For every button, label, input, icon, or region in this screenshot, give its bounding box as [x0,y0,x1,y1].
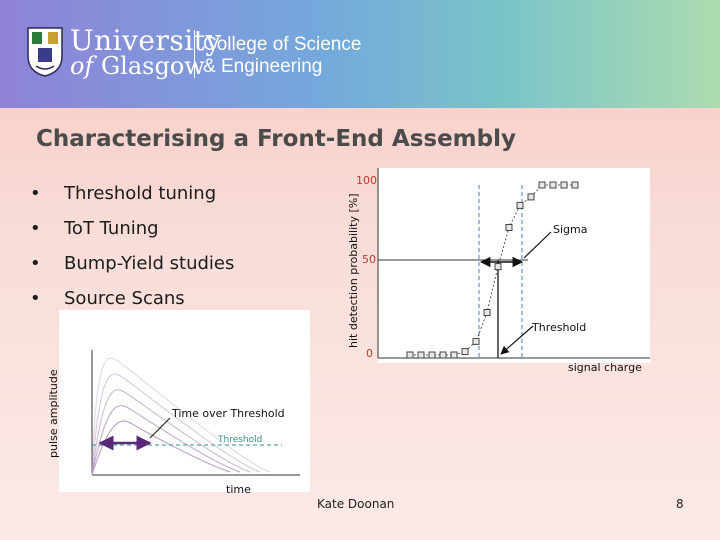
bullet-text: ToT Tuning [64,218,159,239]
pulse-plot-bg [59,310,310,492]
s-curve-point [560,181,568,189]
pulse-curve [91,389,251,476]
header-banner: University of Glasgow College of Science… [0,0,720,108]
s-curve-point [450,351,458,359]
bullet-item: • ToT Tuning [30,211,234,246]
s-curve-point [472,337,480,345]
university-glasgow: Glasgow [100,52,205,80]
pulse-chart: Time over Threshold Threshold time pulse… [47,310,310,496]
sigma-pointer [523,231,552,259]
header-divider [194,30,195,78]
s-curve-point [527,193,535,201]
bullet-list: • Threshold tuning • ToT Tuning • Bump-Yiel… [30,176,234,316]
bullet-dot-icon: • [30,183,41,204]
s-curve-point [571,181,579,189]
s-curve-point [516,201,524,209]
s-curve-ytick-label: 50 [362,253,376,266]
pulse-xlabel: time [226,483,251,496]
s-curve-point [538,181,546,189]
college-name-line1: College of Science [203,34,362,55]
s-curve-line [410,184,575,356]
sigma-label: Sigma [553,223,587,236]
bullet-text: Source Scans [64,288,185,309]
bullet-text: Threshold tuning [64,183,217,204]
bullet-item: • Bump-Yield studies [30,246,234,281]
s-curve-marks [406,181,579,359]
university-of: of [70,52,94,80]
college-name-line2: & Engineering [203,56,323,77]
pulse-curve [91,373,261,476]
tot-pointer [149,417,171,439]
s-curve-ylabel: hit detection probability [%] [347,193,360,348]
s-curve-point [505,224,513,231]
s-curve-point [417,351,425,359]
s-curve-chart: 100 50 0 hit detection probability [%] s… [347,168,650,374]
university-crest-icon [27,27,63,77]
page-number: 8 [676,497,684,511]
bullet-text: Bump-Yield studies [64,253,235,274]
s-curve-point [461,348,469,356]
pulse-threshold-label: Threshold [217,435,262,445]
pulse-ylabel: pulse amplitude [47,369,60,458]
bullet-dot-icon: • [30,253,41,274]
s-curve-point [406,351,414,359]
s-curve-point [494,263,502,271]
pulse-curve [91,404,241,476]
university-name: University [70,24,222,57]
bullet-item: • Threshold tuning [30,176,234,211]
s-curve-point [483,309,491,316]
author-name: Kate Doonan [317,497,395,511]
s-curve-point [439,351,447,359]
tot-label: Time over Threshold [171,407,285,420]
s-curve-point [428,351,436,359]
s-curve-ytick-label: 0 [366,347,373,360]
pulse-curve [91,420,231,476]
s-curve-ytick-label: 100 [356,174,377,187]
university-location: of Glasgow [70,52,205,80]
bullet-dot-icon: • [30,218,41,239]
bullet-item: • Source Scans [30,281,234,316]
threshold-pointer [500,325,534,355]
s-curve-point [549,181,557,189]
s-curve-xlabel: signal charge [568,361,642,374]
slide-title: Characterising a Front-End Assembly [36,126,516,152]
bullet-dot-icon: • [30,288,41,309]
s-curve-plot-bg [378,168,650,363]
threshold-label: Threshold [531,321,586,334]
